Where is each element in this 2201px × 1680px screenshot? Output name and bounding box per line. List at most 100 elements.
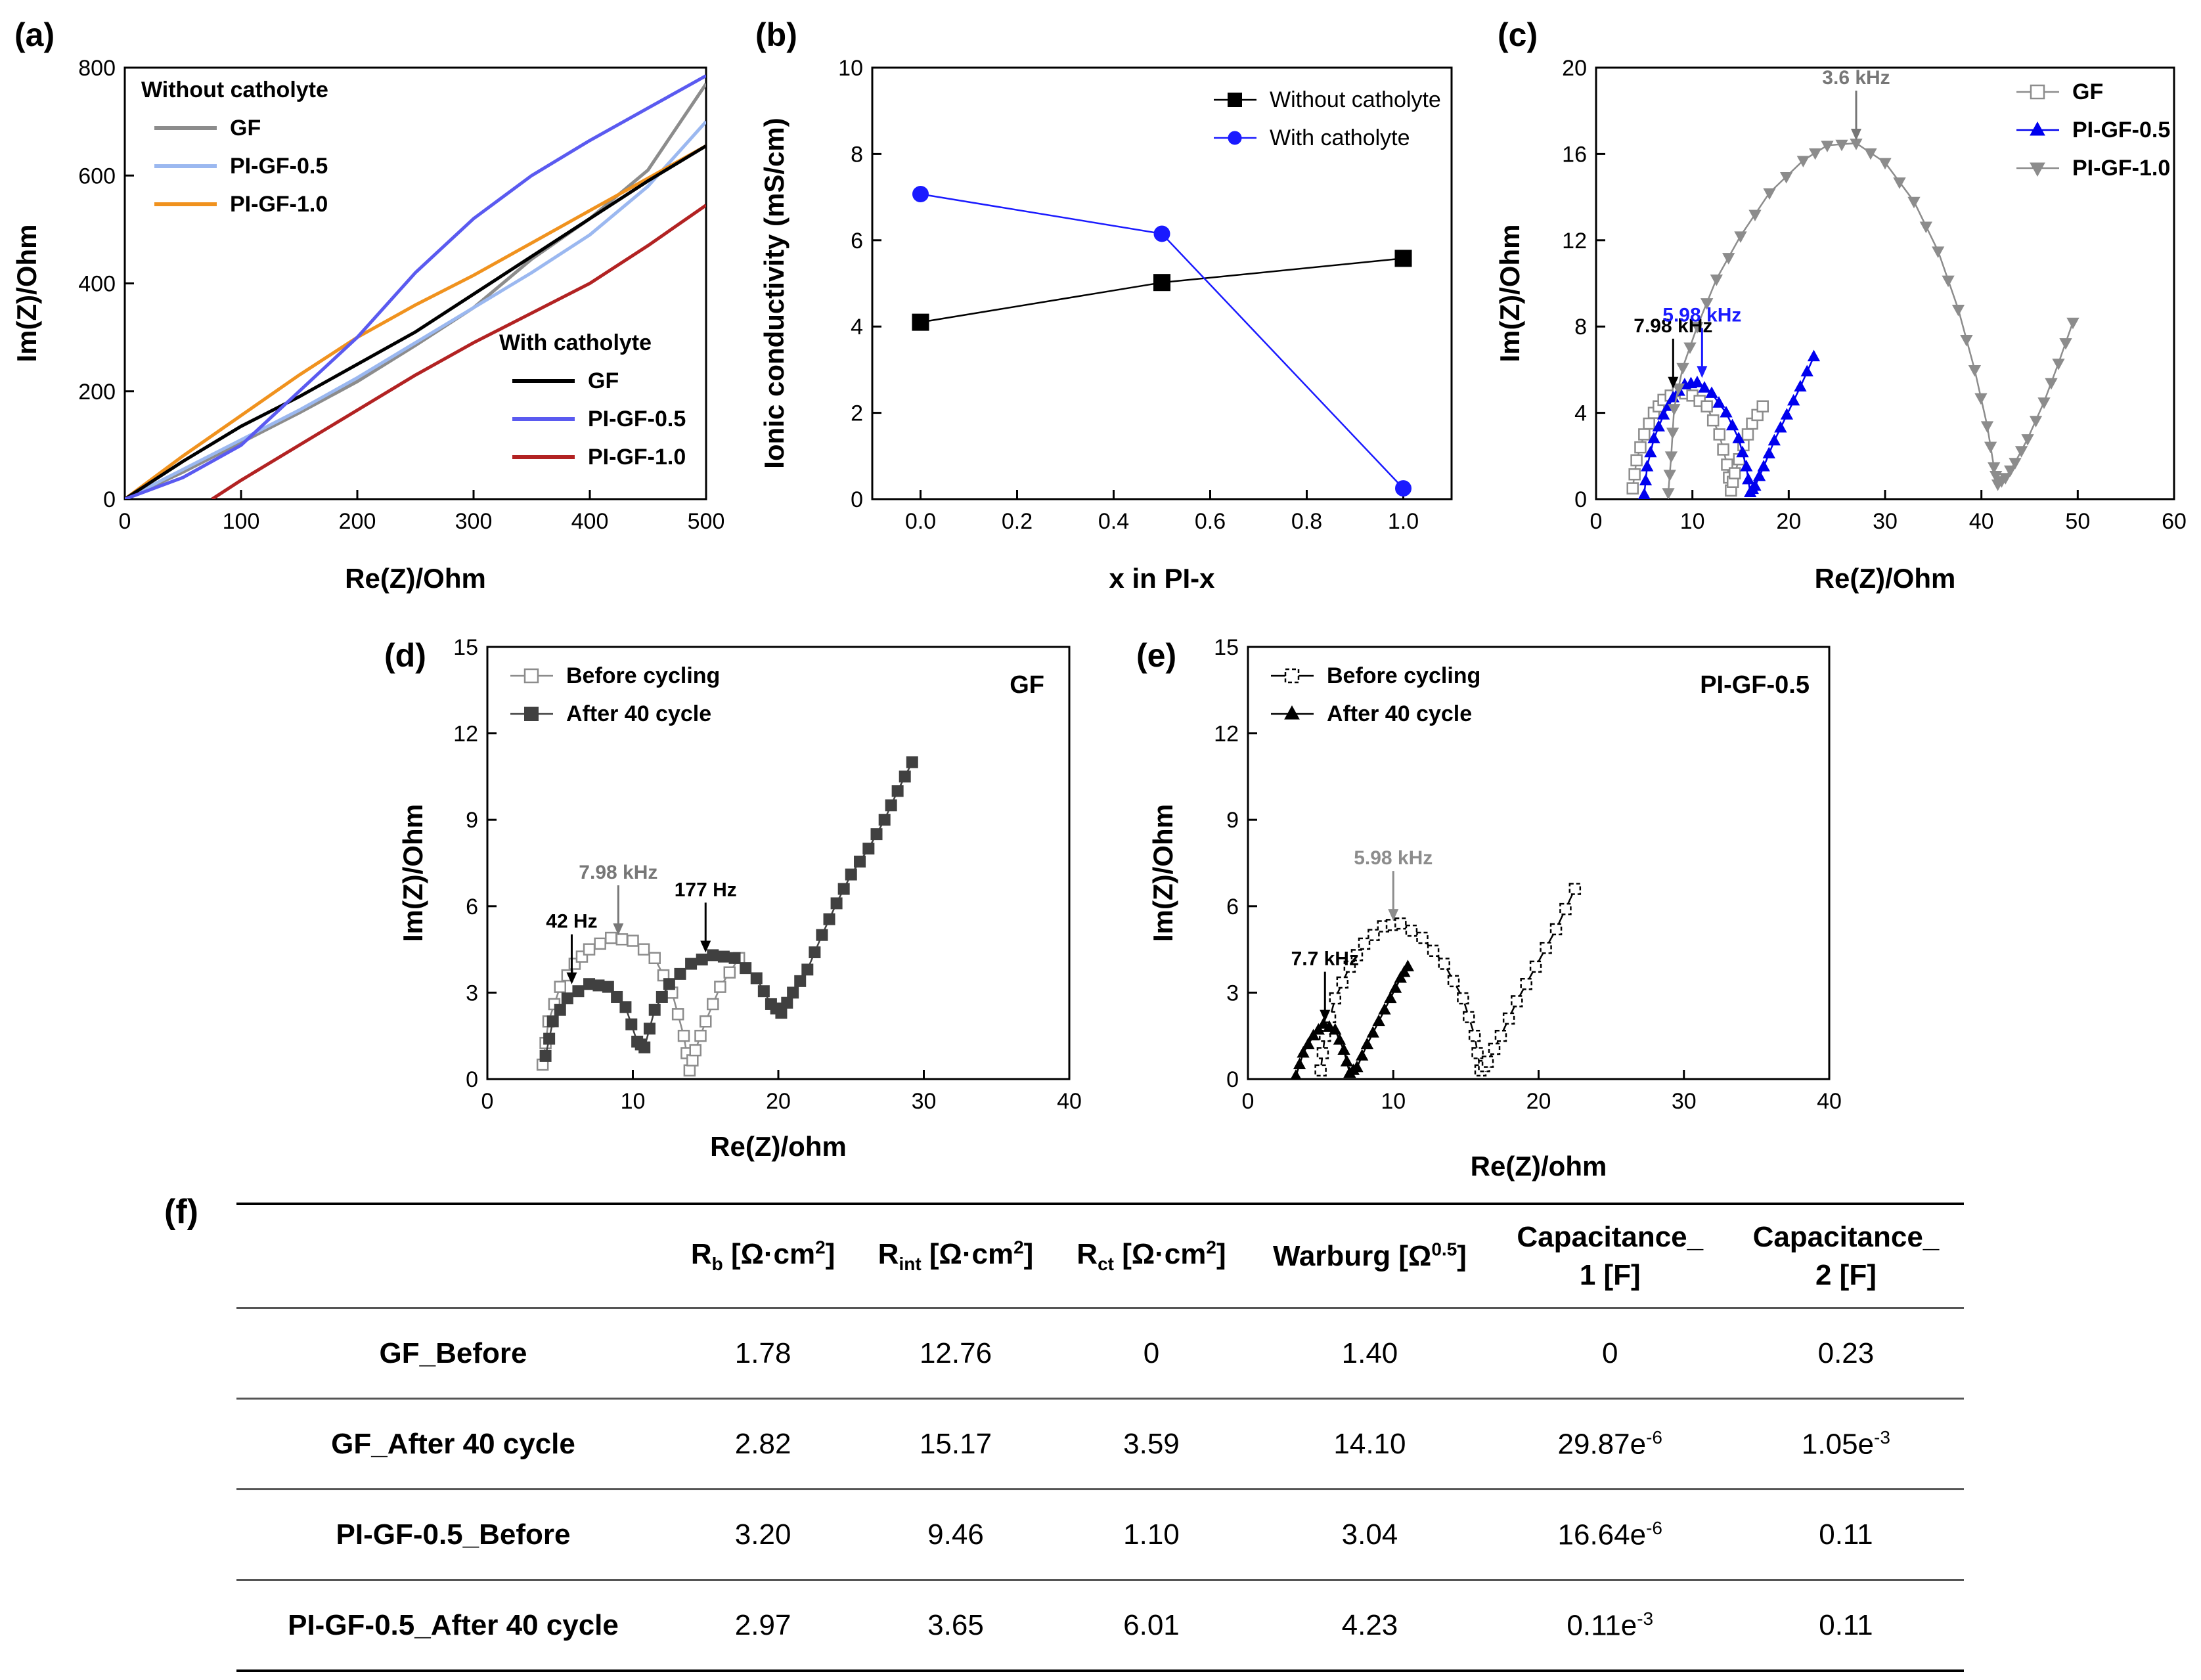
y-tick-label: 200 <box>78 380 116 405</box>
data-point <box>694 1029 707 1042</box>
data-point <box>605 931 617 944</box>
data-point <box>1358 937 1371 950</box>
y-axis-label: Im(Z)/Ohm <box>1147 804 1178 942</box>
legend-label: PI-GF-1.0 <box>588 445 686 470</box>
data-point <box>1630 454 1643 467</box>
data-point <box>1378 1003 1391 1015</box>
x-tick-label: 100 <box>223 509 260 534</box>
y-tick-label: 12 <box>453 722 478 747</box>
y-axis-label: Im(Z)/Ohm <box>1494 225 1525 363</box>
data-point <box>1821 141 1834 152</box>
data-point <box>1666 428 1679 439</box>
data-point <box>561 992 573 1005</box>
data-point <box>1725 418 1739 431</box>
y-tick-label: 0 <box>1574 487 1587 512</box>
data-point <box>1951 305 1965 317</box>
y-axis-label: Im(Z)/Ohm <box>397 804 428 942</box>
x-tick-label: 30 <box>912 1089 937 1114</box>
panel-label: (d) <box>384 637 426 674</box>
data-point <box>1153 225 1170 242</box>
data-point <box>1984 441 1997 454</box>
table-row: PI-GF-0.5_Before 3.20 9.46 1.10 3.04 16.64e-6… <box>236 1488 1964 1580</box>
series-line-0 <box>125 83 706 499</box>
data-point <box>1652 420 1665 431</box>
data-point <box>1701 298 1714 310</box>
table-cell: 1.40 <box>1247 1307 1492 1399</box>
data-point <box>1333 1033 1346 1045</box>
data-point <box>757 985 770 998</box>
data-point <box>1372 1014 1385 1027</box>
annotation-arrowhead <box>613 923 624 936</box>
row-label: GF_Before <box>236 1307 670 1399</box>
panel-c: 0 10 20 30 40 50 60 0 4 8 12 16 20 Re(Z)/Ohm Im(Z)/Ohm… <box>1494 16 2187 594</box>
data-point <box>885 799 897 812</box>
data-point <box>615 933 629 946</box>
legend-swatch-marker <box>1284 705 1300 720</box>
annotation-arrowhead <box>700 940 711 953</box>
annotation-label: 42 Hz <box>546 911 597 933</box>
legend-group-title: With catholyte <box>499 330 652 355</box>
data-point <box>1932 246 1945 258</box>
data-point <box>1481 1055 1494 1068</box>
data-point <box>787 986 799 999</box>
table-cell: 14.10 <box>1247 1398 1492 1490</box>
data-point <box>1316 1047 1329 1059</box>
data-point <box>1717 443 1729 456</box>
panel-a: 0 100 200 300 400 500 0 200 400 600 800 Re(Z)/Ohm Im… <box>11 16 724 594</box>
data-point <box>1712 396 1725 408</box>
legend-swatch-marker <box>1228 93 1242 107</box>
panel-tag: GF <box>1010 671 1044 699</box>
data-point <box>1756 400 1769 412</box>
annotation-label: 5.98 kHz <box>1662 304 1741 326</box>
table-cell: 3.65 <box>856 1579 1056 1672</box>
data-point <box>870 828 883 841</box>
data-point <box>1398 965 1411 977</box>
data-point <box>707 998 719 1011</box>
table-cell: 3.20 <box>670 1488 856 1580</box>
data-point <box>663 978 675 990</box>
data-point <box>1974 393 1988 405</box>
data-point <box>1691 322 1704 334</box>
data-point <box>1639 474 1653 485</box>
y-tick-label: 15 <box>453 635 478 660</box>
x-tick-label: 20 <box>766 1089 791 1114</box>
data-point <box>625 1018 638 1030</box>
data-point <box>1356 1049 1369 1061</box>
x-tick-label: 200 <box>339 509 376 534</box>
table-cell: 12.76 <box>856 1307 1056 1399</box>
data-point <box>891 785 904 797</box>
data-point <box>1644 445 1657 458</box>
panel-label: (b) <box>755 16 797 53</box>
series-line-2 <box>125 144 706 499</box>
data-point <box>611 990 623 1003</box>
table-header-cell: Rint [Ω·cm2] <box>856 1203 1056 1308</box>
data-point <box>1343 960 1356 973</box>
data-point <box>1728 467 1741 479</box>
x-tick-label: 60 <box>2162 509 2187 534</box>
data-point <box>1767 433 1781 446</box>
x-tick-label: 0 <box>1590 509 1603 534</box>
y-tick-label: 4 <box>1574 401 1587 426</box>
x-tick-label: 40 <box>1817 1089 1842 1114</box>
data-point <box>1297 1046 1310 1058</box>
data-point <box>1762 447 1775 458</box>
y-tick-label: 9 <box>466 808 478 833</box>
y-tick-label: 8 <box>1574 315 1587 340</box>
x-axis-label: x in PI-x <box>1109 563 1215 594</box>
data-point <box>638 1041 651 1053</box>
legend-swatch-marker <box>2030 121 2045 136</box>
table-cell: 3.04 <box>1247 1488 1492 1580</box>
data-point <box>1314 1064 1327 1077</box>
data-point <box>1312 1023 1325 1035</box>
x-tick-label: 0.6 <box>1195 509 1226 534</box>
table-cell: 9.46 <box>856 1488 1056 1580</box>
x-tick-label: 400 <box>571 509 609 534</box>
data-point <box>723 966 736 979</box>
annotation-label: 3.6 kHz <box>1822 67 1890 89</box>
table-cell: 1.78 <box>670 1307 856 1399</box>
data-point <box>1706 414 1720 427</box>
y-tick-label: 0 <box>103 487 116 512</box>
data-point <box>1942 275 1955 288</box>
data-point <box>543 1032 556 1045</box>
table-header-cell: Rb [Ω·cm2] <box>670 1203 856 1308</box>
